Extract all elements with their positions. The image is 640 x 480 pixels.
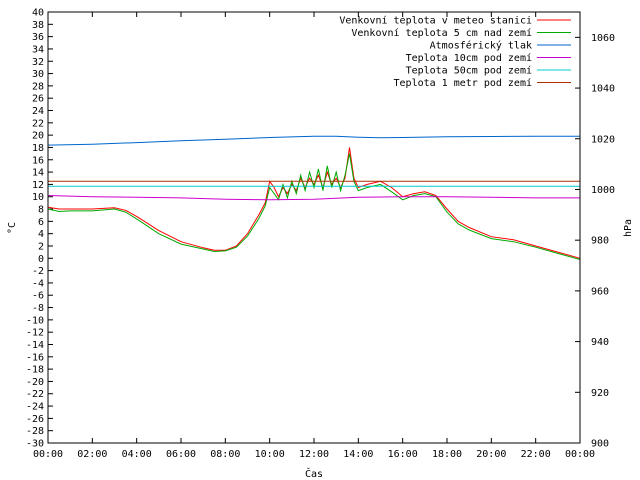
legend-label: Teplota 1 metr pod zemí (394, 77, 532, 89)
x-tick-label: 18:00 (432, 449, 462, 460)
y-left-tick-label: 26 (32, 94, 44, 105)
legend: Venkovní teplota v meteo staniciVenkovní… (339, 15, 571, 89)
y-left-tick-label: -26 (26, 414, 44, 425)
axis-ticks (47, 11, 581, 444)
y-left-tick-label: -20 (26, 377, 44, 388)
x-tick-label: 16:00 (388, 449, 418, 460)
x-tick-label: 20:00 (476, 449, 506, 460)
y-left-tick-label: -4 (32, 278, 44, 289)
y-left-tick-label: 12 (32, 180, 44, 191)
x-tick-label: 08:00 (210, 449, 240, 460)
y-right-tick-label: 1020 (591, 134, 615, 145)
y-left-tick-label: 28 (32, 81, 44, 92)
y-left-tick-label: 6 (38, 217, 44, 228)
legend-label: Teplota 10cm pod zemí (406, 52, 532, 64)
y-left-tick-label: -6 (32, 291, 44, 302)
series-line-2 (47, 135, 580, 146)
y-left-tick-label: 0 (38, 254, 44, 265)
y-right-tick-label: 980 (591, 236, 609, 247)
x-tick-label: 04:00 (122, 449, 152, 460)
y-left-tick-label: 30 (32, 69, 44, 80)
y-right-tick-label: 1040 (591, 84, 615, 95)
y-left-tick-label: 38 (32, 20, 44, 31)
series-line-0 (47, 147, 581, 259)
y-left-tick-label: -24 (26, 402, 44, 413)
y-left-tick-label: 10 (32, 192, 44, 203)
x-tick-label: 14:00 (343, 449, 373, 460)
plot-frame (47, 11, 581, 444)
y-left-tick-label: 32 (32, 57, 44, 68)
y-axis-left-label: °C (7, 222, 18, 234)
y-left-tick-label: -8 (32, 303, 44, 314)
y-left-tick-label: 24 (32, 106, 44, 117)
y-right-tick-label: 940 (591, 337, 609, 348)
x-axis-label: Čas (305, 467, 323, 480)
y-left-tick-label: -22 (26, 389, 44, 400)
y-left-tick-label: -30 (26, 439, 44, 450)
y-left-tick-label: 14 (32, 168, 44, 179)
y-left-tick-label: 8 (38, 205, 44, 216)
legend-label: Venkovní teplota v meteo stanici (339, 15, 532, 27)
legend-label: Teplota 50cm pod zemí (406, 65, 532, 77)
series-line-1 (47, 153, 581, 260)
y-right-tick-label: 1060 (591, 33, 615, 44)
y-left-tick-label: 34 (32, 44, 44, 55)
series-line-3 (47, 195, 580, 201)
y-axis-right-label: hPa (623, 219, 634, 237)
y-left-tick-label: -28 (26, 426, 44, 437)
series-layer (47, 135, 581, 260)
x-tick-label: 00:00 (33, 449, 63, 460)
y-left-tick-label: 18 (32, 143, 44, 154)
x-tick-label: 06:00 (166, 449, 196, 460)
y-left-tick-label: 40 (32, 8, 44, 19)
y-right-tick-label: 960 (591, 286, 609, 297)
y-left-tick-label: 16 (32, 155, 44, 166)
legend-label: Atmosférický tlak (430, 40, 532, 52)
y-right-tick-label: 1000 (591, 185, 615, 196)
y-right-tick-label: 900 (591, 439, 609, 450)
y-left-tick-label: -18 (26, 365, 44, 376)
y-right-tick-label: 920 (591, 388, 609, 399)
x-tick-label: 02:00 (77, 449, 107, 460)
x-tick-label: 12:00 (299, 449, 329, 460)
y-left-tick-label: -12 (26, 328, 44, 339)
y-left-tick-label: 20 (32, 131, 44, 142)
y-left-tick-label: -2 (32, 266, 44, 277)
x-tick-label: 10:00 (255, 449, 285, 460)
y-left-tick-label: 36 (32, 32, 44, 43)
y-left-tick-label: 2 (38, 241, 44, 252)
y-left-tick-label: -14 (26, 340, 44, 351)
y-left-tick-label: -16 (26, 352, 44, 363)
y-left-tick-label: 22 (32, 118, 44, 129)
tick-labels: 00:00 02:00 04:00 06:00 08:00 10:00 12:00 14:00… (26, 8, 615, 461)
x-tick-label: 22:00 (521, 449, 551, 460)
legend-label: Venkovní teplota 5 cm nad zemí (351, 27, 532, 39)
y-left-tick-label: 4 (38, 229, 44, 240)
x-tick-label: 00:00 (565, 449, 595, 460)
y-left-tick-label: -10 (26, 315, 44, 326)
